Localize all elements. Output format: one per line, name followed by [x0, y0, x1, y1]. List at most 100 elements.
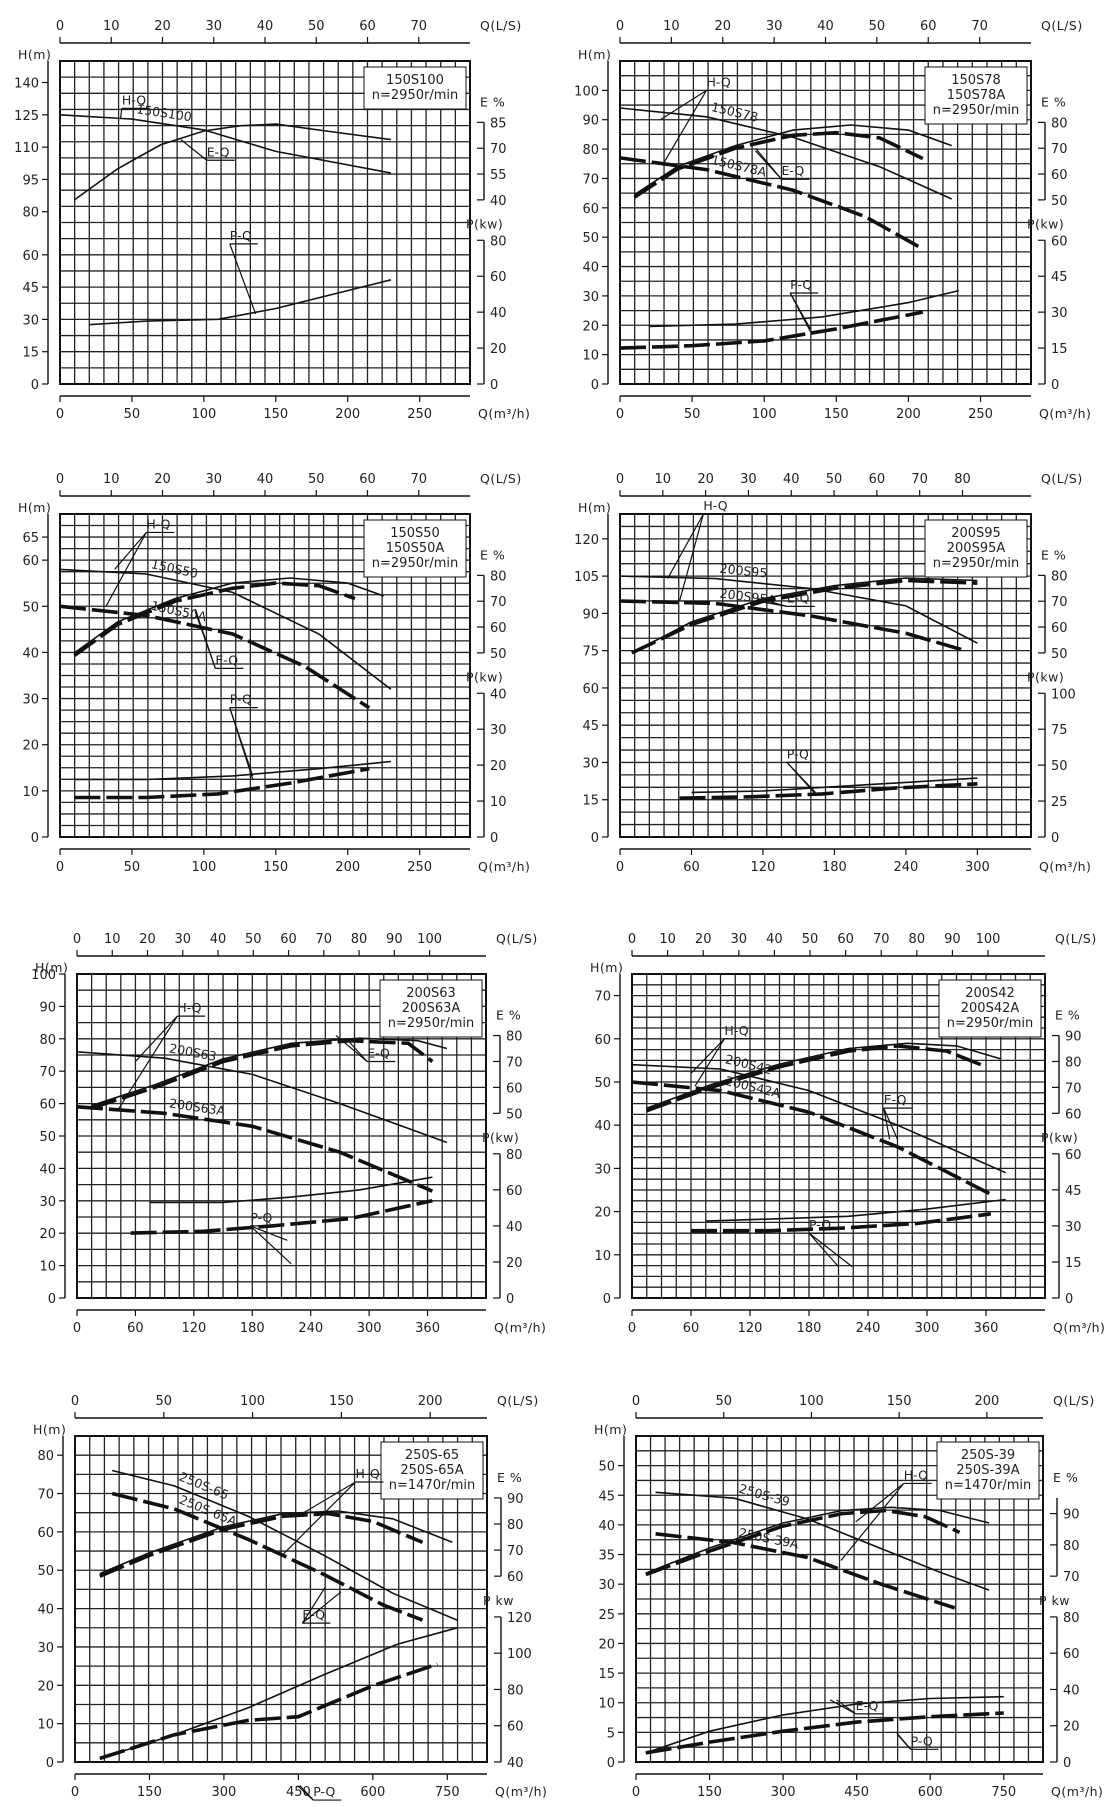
efficiency-tick-label: 60 — [1065, 1107, 1082, 1122]
top-tick-label: 50 — [156, 1394, 173, 1409]
bottom-tick-label: 200 — [896, 407, 921, 422]
callout-leader — [789, 292, 811, 332]
left-tick-label: 80 — [582, 143, 599, 158]
left-axis-label: H(m) — [578, 47, 611, 62]
chart-panel-2: 0 10 20 30 40 50 60 70 Q(L/S)0 50 100 150 200 250 Q(m³… — [574, 18, 1091, 422]
callout-leader — [660, 89, 707, 121]
callout-leader — [883, 1107, 899, 1140]
grid — [60, 514, 470, 837]
top-tick-label: 50 — [245, 932, 262, 947]
top-tick-label: 10 — [103, 472, 120, 487]
power-tick-label: 30 — [1065, 1220, 1082, 1235]
top-tick-label: 50 — [308, 472, 325, 487]
title-line: 150S78A — [947, 88, 1006, 103]
top-tick-label: 70 — [911, 472, 928, 487]
top-tick-label: 200 — [418, 1394, 443, 1409]
left-tick-label: 0 — [607, 1756, 615, 1771]
title-line: 200S63A — [402, 1001, 461, 1016]
callout-label: P-Q — [911, 1733, 933, 1748]
title-box — [380, 1441, 484, 1500]
power-axis-label: P(kw) — [466, 216, 503, 231]
curve-p-a — [691, 1212, 992, 1233]
efficiency-tick-label: 80 — [1065, 1055, 1082, 1070]
left-tick-label: 30 — [594, 1162, 611, 1177]
callout-label: P-Q — [230, 228, 252, 243]
callout-leader — [808, 1232, 853, 1268]
curve-e — [645, 1506, 990, 1574]
top-tick-label: 50 — [308, 19, 325, 34]
left-tick-label: 60 — [22, 249, 39, 264]
callout-label: E-Q — [782, 163, 805, 178]
callout-leader — [299, 1785, 314, 1801]
top-tick-label: 70 — [410, 19, 427, 34]
bottom-tick-label: 0 — [632, 1785, 640, 1800]
left-axis-label: H(m) — [18, 500, 51, 515]
efficiency-tick-label: 80 — [1051, 569, 1068, 584]
left-tick-label: 0 — [591, 378, 599, 393]
bottom-tick-label: 250 — [968, 407, 993, 422]
power-tick-label: 60 — [506, 1184, 523, 1199]
left-tick-label: 70 — [582, 172, 599, 187]
left-tick-label: 20 — [594, 1206, 611, 1221]
top-tick-label: 10 — [655, 472, 672, 487]
power-tick-label: 40 — [490, 306, 507, 321]
title-line: n=2950r/min — [933, 556, 1019, 571]
left-tick-label: 50 — [598, 1460, 615, 1475]
bottom-tick-label: 60 — [683, 1321, 700, 1336]
callout-label: E-Q — [884, 1092, 907, 1107]
left-tick-label: 45 — [22, 281, 39, 296]
callout-leader — [229, 707, 254, 780]
curve-p — [150, 1176, 433, 1204]
top-tick-label: 40 — [783, 472, 800, 487]
efficiency-tick-label: 80 — [1051, 116, 1068, 131]
left-tick-label: 0 — [591, 831, 599, 846]
bottom-tick-label: 0 — [56, 860, 64, 875]
efficiency-tick-label: 60 — [1051, 621, 1068, 636]
left-tick-label: 30 — [39, 1195, 56, 1210]
top-tick-label: 20 — [714, 19, 731, 34]
title-line: 200S95 — [951, 526, 1001, 541]
top-tick-label: 40 — [817, 19, 834, 34]
title-box — [379, 979, 483, 1038]
left-tick-label: 100 — [31, 968, 56, 983]
bottom-tick-label: 300 — [771, 1785, 796, 1800]
power-tick-label: 60 — [1051, 234, 1068, 249]
curve-h — [655, 1491, 990, 1591]
top-tick-label: 60 — [359, 472, 376, 487]
left-tick-label: 10 — [598, 1697, 615, 1712]
efficiency-tick-label: 70 — [490, 142, 507, 157]
efficiency-tick-label: 80 — [1063, 1539, 1080, 1554]
top-tick-label: 60 — [280, 932, 297, 947]
left-tick-label: 50 — [594, 1076, 611, 1091]
power-axis-label: P(kw) — [466, 669, 503, 684]
bottom-tick-label: 120 — [751, 860, 776, 875]
title-line: n=1470r/min — [389, 1478, 475, 1493]
curve-h-a — [111, 1491, 424, 1622]
bottom-tick-label: 150 — [263, 407, 288, 422]
bottom-axis-label: Q(m³/h) — [494, 1320, 546, 1335]
top-tick-label: 60 — [920, 19, 937, 34]
top-tick-label: 50 — [869, 19, 886, 34]
bottom-tick-label: 240 — [856, 1321, 881, 1336]
left-tick-label: 60 — [582, 202, 599, 217]
curve-p — [645, 1695, 1004, 1754]
curve-e — [633, 124, 952, 196]
curve-e — [73, 123, 392, 201]
power-tick-label: 60 — [1065, 1148, 1082, 1163]
power-tick-label: 80 — [490, 234, 507, 249]
bottom-tick-label: 250 — [407, 407, 432, 422]
top-tick-label: 0 — [628, 932, 636, 947]
bottom-tick-label: 250 — [407, 860, 432, 875]
efficiency-tick-label: 70 — [490, 595, 507, 610]
efficiency-tick-label: 50 — [1051, 647, 1068, 662]
bottom-tick-label: 100 — [191, 860, 216, 875]
callout-label: H-Q — [703, 498, 727, 513]
power-tick-label: 40 — [506, 1220, 523, 1235]
power-tick-label: 20 — [506, 1256, 523, 1271]
bottom-tick-label: 60 — [127, 1321, 144, 1336]
callout-label: E-Q — [367, 1045, 390, 1060]
callout-label: H-Q — [146, 516, 170, 531]
bottom-tick-label: 600 — [360, 1785, 385, 1800]
left-tick-label: 20 — [37, 1679, 54, 1694]
callout-label: P-Q — [790, 277, 812, 292]
